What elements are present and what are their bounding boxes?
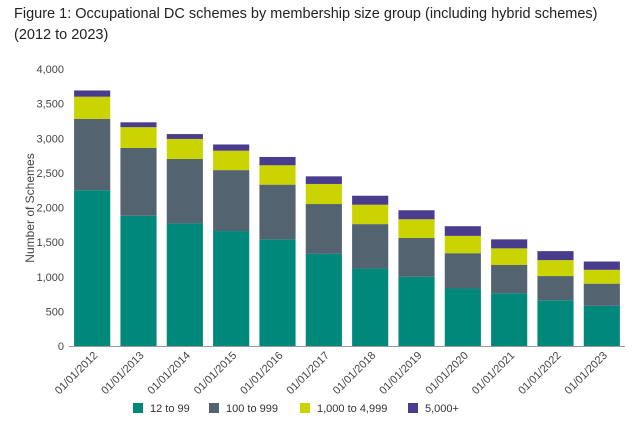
- y-tick-label: 4,000: [36, 64, 64, 76]
- y-tick-label: 1,500: [36, 237, 64, 249]
- bar-segment: [120, 215, 157, 346]
- bar-segment: [491, 293, 528, 346]
- bar-segment: [305, 204, 342, 254]
- x-tick-label: 01/01/2019: [377, 350, 424, 397]
- legend-swatch: [300, 403, 310, 413]
- bar-segment: [305, 183, 342, 205]
- bar-segment: [583, 261, 620, 270]
- bar-segment: [166, 223, 203, 346]
- bar-segment: [259, 156, 296, 166]
- bar-segment: [213, 144, 250, 151]
- x-tick-label: 01/01/2013: [99, 350, 146, 397]
- bar-segment: [398, 210, 435, 220]
- y-tick-label: 1,000: [36, 272, 64, 284]
- bar-segment: [259, 165, 296, 185]
- x-tick-label: 01/01/2014: [146, 350, 193, 397]
- bar-segment: [74, 118, 111, 191]
- bar-segment: [120, 122, 157, 128]
- y-tick-labels: 0 500 1,000 1,500 2,000 2,500 3,000 3,500 4,000: [36, 64, 64, 353]
- bar-segment: [74, 96, 111, 119]
- bar-segment: [398, 237, 435, 277]
- chart-title: Figure 1: Occupational DC schemes by mem…: [14, 6, 598, 43]
- bar-segment: [259, 239, 296, 346]
- bar-segment: [166, 159, 203, 224]
- x-tick-label: 01/01/2023: [563, 350, 610, 397]
- bar-segment: [305, 253, 342, 346]
- x-tick-labels: 01/01/201201/01/201301/01/201401/01/2015…: [53, 350, 610, 397]
- legend-label: 12 to 99: [150, 403, 190, 415]
- bar-segment: [444, 253, 481, 289]
- bar-segment: [537, 251, 574, 261]
- legend: 12 to 99 100 to 999 1,000 to 4,999 5,000+: [133, 403, 459, 415]
- x-tick-label: 01/01/2021: [470, 350, 517, 397]
- x-tick-label: 01/01/2016: [238, 350, 285, 397]
- bar-segment: [583, 269, 620, 284]
- y-tick-label: 2,000: [36, 203, 64, 215]
- bar-segment: [352, 268, 389, 346]
- bar-segment: [74, 190, 111, 346]
- legend-swatch: [133, 403, 143, 413]
- y-tick-label: 3,500: [36, 99, 64, 111]
- x-tick-label: 01/01/2017: [285, 350, 332, 397]
- y-tick-label: 2,500: [36, 168, 64, 180]
- bar-segment: [120, 127, 157, 148]
- y-axis-label: Number of Schemes: [23, 153, 37, 262]
- bar-segment: [583, 305, 620, 346]
- bar-segment: [583, 283, 620, 306]
- bar-segment: [213, 150, 250, 171]
- legend-label: 5,000+: [425, 403, 459, 415]
- bars: [74, 90, 620, 346]
- x-tick-label: 01/01/2012: [53, 350, 100, 397]
- bar-segment: [491, 239, 528, 249]
- bar-segment: [537, 260, 574, 277]
- bar-segment: [259, 184, 296, 240]
- x-tick-label: 01/01/2018: [331, 350, 378, 397]
- bar-segment: [444, 235, 481, 254]
- bar-segment: [491, 264, 528, 294]
- y-tick-label: 3,000: [36, 133, 64, 145]
- x-tick-label: 01/01/2015: [192, 350, 239, 397]
- bar-segment: [537, 276, 574, 301]
- y-tick-label: 500: [46, 306, 64, 318]
- bar-segment: [444, 226, 481, 236]
- bar-segment: [166, 138, 203, 160]
- legend-swatch: [408, 403, 418, 413]
- bar-segment: [398, 219, 435, 238]
- bar-segment: [398, 276, 435, 346]
- legend-swatch: [209, 403, 219, 413]
- bar-segment: [352, 204, 389, 225]
- bar-segment: [213, 231, 250, 346]
- bar-segment: [352, 195, 389, 205]
- bar-segment: [120, 147, 157, 216]
- x-tick-label: 01/01/2020: [424, 350, 471, 397]
- bar-segment: [166, 134, 203, 139]
- bar-segment: [74, 90, 111, 97]
- bar-segment: [444, 288, 481, 346]
- bar-segment: [213, 170, 250, 232]
- bar-segment: [305, 176, 342, 184]
- bar-segment: [352, 224, 389, 269]
- x-tick-label: 01/01/2022: [516, 350, 563, 397]
- legend-label: 100 to 999: [226, 403, 278, 415]
- bar-segment: [537, 300, 574, 346]
- bar-segment: [491, 248, 528, 265]
- legend-label: 1,000 to 4,999: [317, 403, 387, 415]
- y-tick-label: 0: [58, 341, 64, 353]
